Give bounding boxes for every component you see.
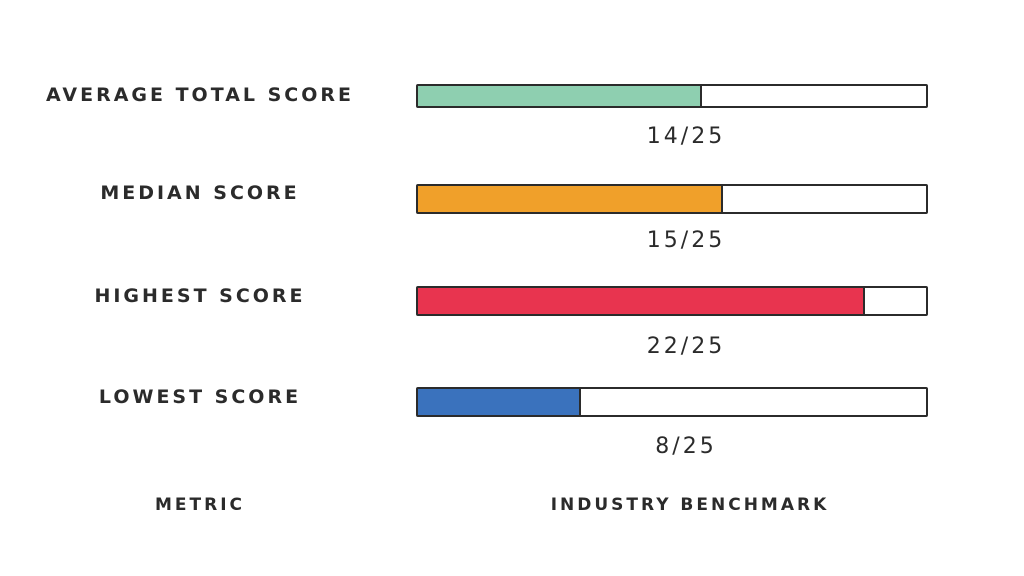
bar-track bbox=[416, 286, 928, 316]
value-label: 15/25 bbox=[646, 228, 726, 253]
bar-track bbox=[416, 387, 928, 417]
axis-label-metric: METRIC bbox=[154, 495, 246, 515]
bar-fill bbox=[418, 186, 723, 212]
bar-fill bbox=[418, 389, 581, 415]
value-label: 8/25 bbox=[655, 434, 717, 459]
bar-track bbox=[416, 84, 928, 108]
metric-label: MEDIAN SCORE bbox=[100, 182, 300, 204]
metric-label: AVERAGE TOTAL SCORE bbox=[45, 84, 355, 106]
value-label: 14/25 bbox=[646, 124, 726, 149]
bar-fill bbox=[418, 86, 702, 106]
metric-label: LOWEST SCORE bbox=[98, 386, 302, 408]
metric-label: HIGHEST SCORE bbox=[94, 285, 306, 307]
value-label: 22/25 bbox=[646, 334, 726, 359]
bar-track bbox=[416, 184, 928, 214]
axis-label-industry-benchmark: INDUSTRY BENCHMARK bbox=[550, 495, 830, 515]
bar-fill bbox=[418, 288, 865, 314]
